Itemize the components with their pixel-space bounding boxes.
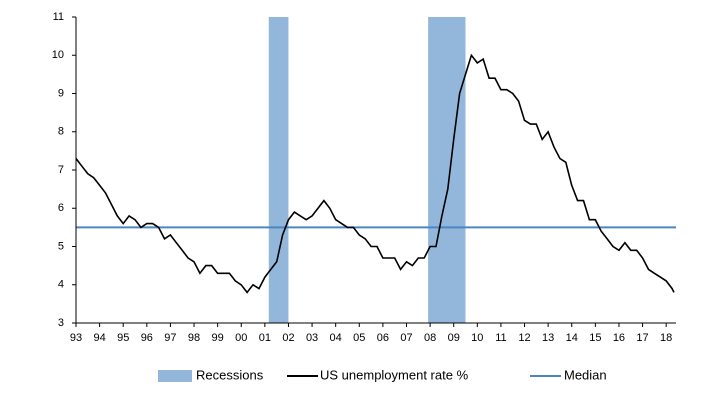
y-tick-label: 3 — [58, 317, 64, 329]
x-tick-label: 05 — [353, 332, 365, 344]
y-tick-label: 11 — [53, 11, 64, 23]
x-tick-label: 96 — [141, 332, 153, 344]
x-tick-label: 94 — [93, 332, 105, 344]
legend-label: Recessions — [196, 367, 264, 382]
x-tick-label: 16 — [613, 332, 625, 344]
legend-swatch — [158, 370, 192, 382]
x-tick-label: 18 — [660, 332, 672, 344]
y-tick-label: 9 — [58, 87, 64, 99]
x-tick-label: 93 — [70, 332, 82, 344]
x-tick-label: 09 — [448, 332, 460, 344]
y-tick-label: 10 — [52, 49, 64, 61]
unemployment-line — [75, 53, 675, 294]
x-tick-label: 17 — [636, 332, 648, 344]
x-tick-label: 13 — [542, 332, 554, 344]
y-tick-label: 7 — [58, 164, 64, 176]
x-tick-label: 06 — [377, 332, 389, 344]
x-tick-label: 00 — [235, 332, 247, 344]
x-tick-label: 07 — [400, 332, 412, 344]
x-tick-label: 11 — [495, 332, 506, 344]
x-tick-label: 10 — [471, 332, 483, 344]
x-tick-label: 01 — [259, 332, 271, 344]
legend-label: Median — [564, 367, 607, 382]
y-tick-label: 4 — [58, 279, 64, 291]
x-tick-label: 12 — [518, 332, 530, 344]
x-tick-label: 99 — [212, 332, 224, 344]
x-tick-label: 95 — [117, 332, 129, 344]
recession-band — [428, 17, 466, 323]
x-tick-label: 08 — [424, 332, 436, 344]
x-tick-label: 15 — [589, 332, 601, 344]
x-tick-label: 98 — [188, 332, 200, 344]
y-tick-label: 6 — [58, 202, 64, 214]
recession-band — [268, 17, 289, 323]
y-tick-label: 5 — [58, 240, 64, 252]
y-tick-label: 8 — [58, 126, 64, 138]
x-tick-label: 14 — [566, 332, 578, 344]
x-tick-label: 04 — [330, 332, 342, 344]
legend-label: US unemployment rate % — [320, 367, 469, 382]
x-tick-label: 97 — [164, 332, 176, 344]
x-tick-label: 03 — [306, 332, 318, 344]
x-tick-label: 02 — [282, 332, 294, 344]
